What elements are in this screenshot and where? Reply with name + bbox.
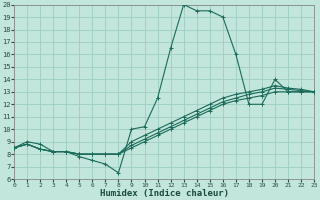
X-axis label: Humidex (Indice chaleur): Humidex (Indice chaleur) bbox=[100, 189, 228, 198]
